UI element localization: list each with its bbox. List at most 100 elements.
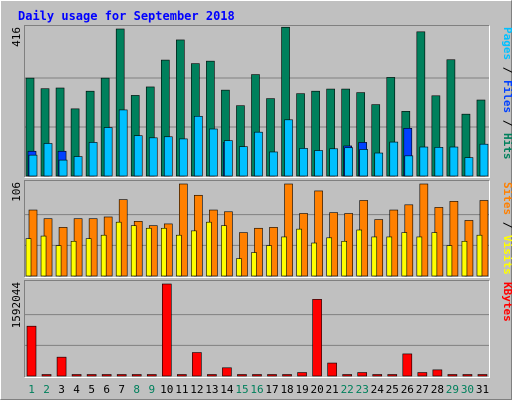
x-tick-labels: 1 2 3 4 5 6 7 8 9 10 11 12 13 14 15 16 17 18 19 20 21 22 23 24 2… (28, 383, 489, 396)
x-tick-label: 9 (148, 383, 155, 396)
x-tick-label: 6 (103, 383, 110, 396)
legend-label: Pages (501, 27, 512, 60)
bar-pages (239, 146, 248, 177)
bar-visits (40, 235, 47, 277)
bar-sites (284, 183, 293, 277)
bar-kbytes (237, 374, 247, 377)
panel-legend: Pages / Files / Hits (501, 27, 512, 160)
x-tick-label: 2 (43, 383, 50, 396)
panel-bevel-light (24, 25, 490, 178)
bar-pages (374, 152, 384, 177)
bar-pages (179, 138, 188, 177)
bar-visits (236, 258, 242, 277)
bar-kbytes (41, 374, 52, 377)
bar-kbytes (146, 374, 157, 377)
bar-kbytes (297, 372, 307, 377)
bar-pages (419, 146, 429, 177)
bar-pages (479, 143, 489, 177)
panel-bevel-dark (24, 25, 490, 178)
x-tick-label: 21 (326, 383, 339, 396)
x-tick-label: 26 (401, 383, 414, 396)
bar-pages (148, 137, 158, 177)
x-tick-label: 30 (461, 383, 474, 396)
bar-pages (464, 157, 474, 177)
x-tick-label: 3 (58, 383, 65, 396)
bar-visits (130, 225, 137, 277)
x-tick-label: 24 (371, 383, 385, 396)
bar-pages (209, 128, 218, 177)
x-tick-label: 19 (295, 383, 308, 396)
panel-legend: KBytes (501, 282, 512, 322)
bar-kbytes (177, 374, 187, 377)
bar-kbytes (207, 374, 217, 377)
bar-pages (58, 159, 68, 177)
bar-pages (269, 151, 278, 177)
bar-pages (194, 115, 203, 177)
x-tick-label: 12 (190, 383, 203, 396)
chart-title: Daily usage for September 2018 (18, 9, 235, 23)
x-tick-label: 7 (118, 383, 125, 396)
bar-pages (404, 155, 414, 177)
bar-pages (449, 146, 459, 177)
x-tick-label: 23 (356, 383, 369, 396)
bar-pages (389, 141, 399, 177)
bar-visits (25, 238, 32, 277)
bar-kbytes (432, 369, 443, 377)
x-tick-label: 14 (220, 383, 234, 396)
bar-kbytes (161, 283, 172, 377)
bar-visits (266, 245, 272, 277)
panel-bevel-light (24, 280, 490, 378)
bar-visits (356, 229, 363, 277)
x-tick-label: 18 (280, 383, 293, 396)
bar-visits (386, 236, 393, 277)
bar-pages (133, 135, 143, 177)
bar-sites (449, 201, 459, 277)
x-tick-label: 1 (28, 383, 35, 396)
panel-kbytes: 1592044 KBytes (10, 280, 512, 378)
panel-legend: Sites / Visits (501, 182, 512, 275)
bar-visits (221, 225, 227, 277)
bar-visits (160, 227, 167, 277)
bar-kbytes (387, 374, 398, 377)
y-max-label: 416 (10, 27, 23, 47)
bar-visits (296, 228, 302, 277)
bar-visits (461, 240, 468, 277)
legend-label: / (501, 113, 512, 133)
x-tick-label: 29 (446, 383, 459, 396)
bar-pages (254, 131, 263, 177)
panel-plot-area (24, 280, 490, 378)
bar-visits (341, 240, 347, 277)
bar-visits (476, 234, 483, 277)
bar-sites (239, 232, 248, 277)
bar-kbytes (71, 374, 82, 377)
bar-visits (176, 234, 182, 277)
bar-pages (359, 149, 369, 177)
bar-visits (100, 234, 107, 277)
bar-pages (88, 142, 98, 177)
bar-kbytes (131, 374, 142, 377)
x-tick-label: 10 (160, 383, 173, 396)
bar-sites (314, 190, 323, 277)
panel-bevel-dark (24, 180, 490, 278)
bar-pages (73, 156, 83, 177)
bar-pages (314, 150, 323, 177)
bar-kbytes (252, 374, 262, 377)
x-tick-label: 31 (476, 383, 489, 396)
y-max-label: 1592044 (10, 282, 23, 329)
bar-kbytes (447, 374, 458, 377)
legend-label: Files (501, 80, 512, 113)
bar-pages (28, 154, 38, 177)
bar-kbytes (357, 372, 368, 377)
bar-pages (43, 143, 53, 177)
bar-sites (419, 183, 429, 277)
bar-sites (254, 227, 263, 277)
x-tick-label: 27 (416, 383, 429, 396)
bar-visits (191, 230, 197, 277)
x-tick-label: 5 (88, 383, 95, 396)
bar-pages (118, 109, 128, 177)
legend-label: KBytes (501, 282, 512, 322)
panel-hits-files-pages: 416 Pages / Files / Hits (10, 25, 512, 178)
bar-visits (401, 232, 408, 277)
bar-kbytes (372, 374, 383, 377)
